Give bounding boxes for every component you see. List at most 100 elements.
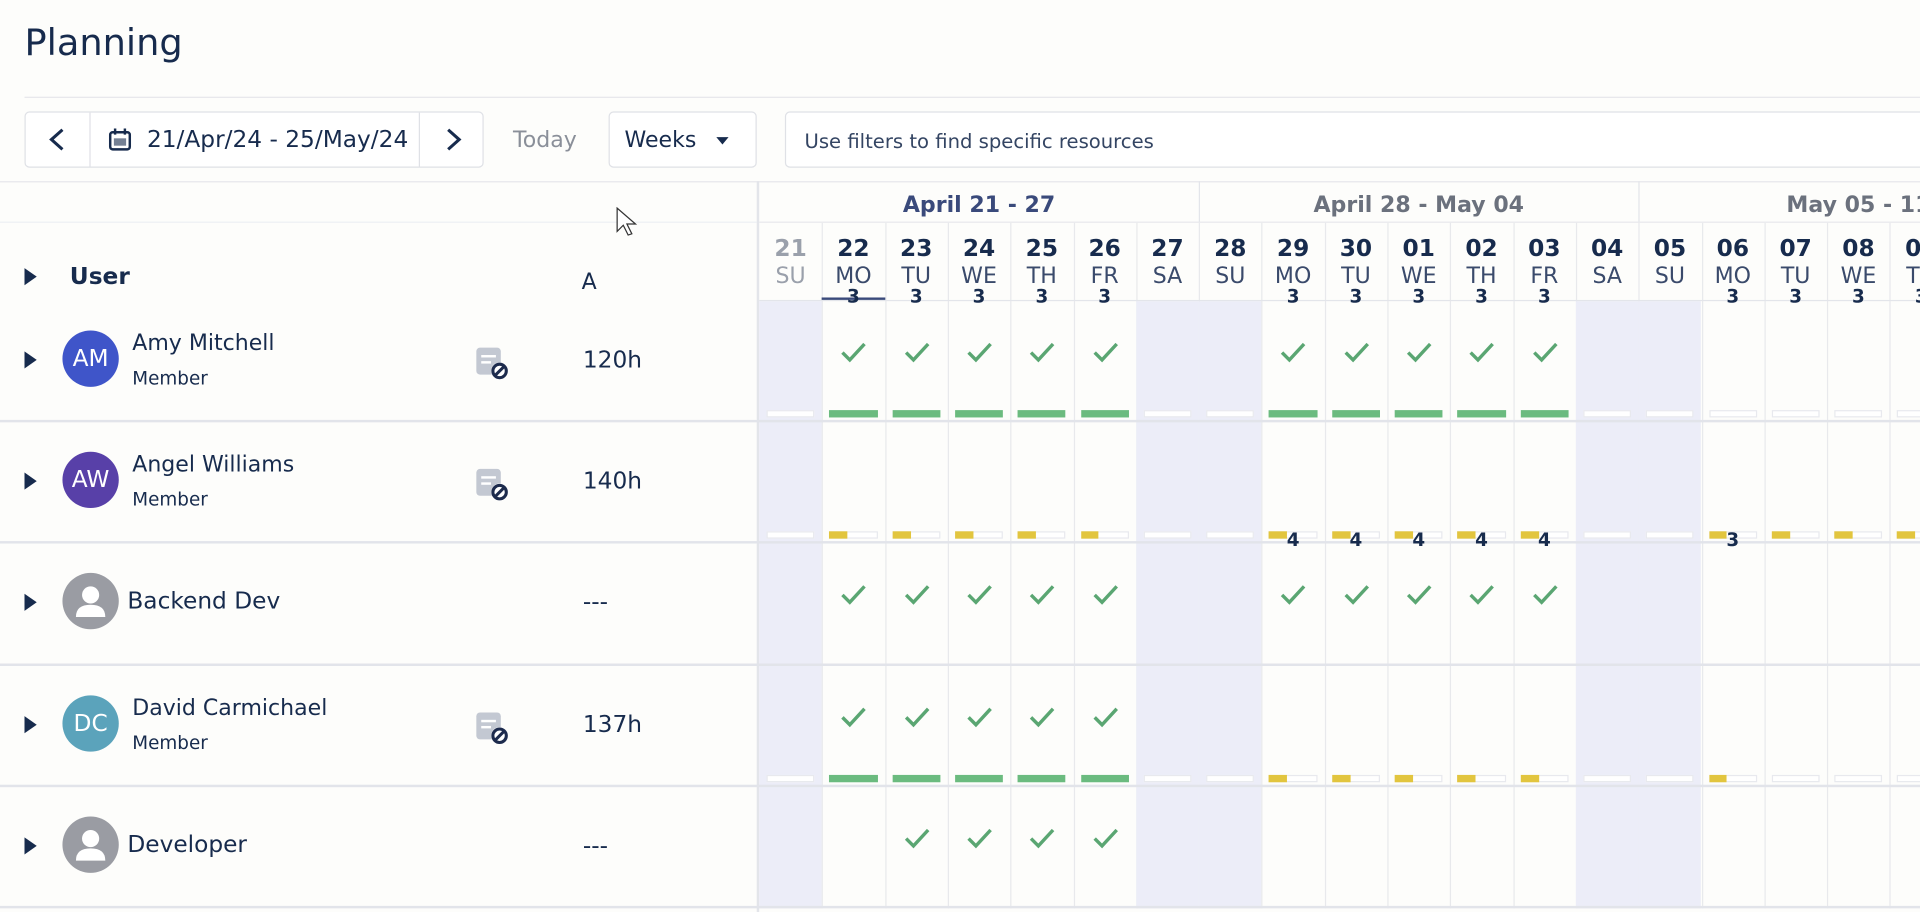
avatar: AM — [62, 330, 119, 387]
row-separator — [0, 784, 1920, 787]
column-line — [1073, 222, 1075, 909]
day-of-week: WE — [1840, 263, 1877, 289]
divider — [0, 221, 757, 223]
check — [966, 706, 993, 733]
expand-all[interactable] — [23, 267, 38, 287]
capacity-bar — [1394, 410, 1443, 418]
divider — [24, 96, 1920, 98]
cursor — [616, 206, 638, 236]
column-line — [1701, 222, 1703, 909]
capacity-fill — [829, 531, 848, 539]
row-toggle[interactable] — [23, 472, 38, 496]
day-of-week: TU — [1341, 263, 1371, 289]
capacity-bar — [1017, 774, 1066, 782]
check — [1029, 342, 1056, 369]
day-of-week: TU — [1780, 263, 1811, 289]
allocated-hours: 3 — [1890, 285, 1920, 307]
date-navigator — [24, 111, 484, 168]
prev-button[interactable] — [26, 112, 91, 167]
capacity-bar — [1206, 531, 1255, 539]
next-button[interactable] — [418, 112, 484, 167]
capacity-bar — [766, 531, 815, 539]
check — [1343, 584, 1370, 611]
allocated-hours: 4 — [1412, 528, 1426, 551]
avatar — [62, 816, 119, 873]
allocated-hours: 3 — [1726, 285, 1740, 308]
day-number: 28 — [1214, 235, 1247, 262]
view-select[interactable]: Weeks — [608, 111, 757, 168]
check — [840, 706, 867, 733]
allocated-hours: 3 — [1537, 285, 1551, 308]
user-role: Member — [132, 488, 208, 511]
row-separator — [0, 905, 1920, 909]
row-toggle[interactable] — [23, 836, 38, 860]
row-toggle[interactable] — [23, 593, 38, 617]
capacity-bar — [1583, 531, 1632, 539]
day-of-week: SU — [1215, 263, 1246, 289]
day-number: 09 — [1905, 235, 1920, 262]
allocated-hours: 4 — [1537, 528, 1551, 551]
allocated-hours: 3 — [1286, 285, 1300, 308]
capacity-fill — [1331, 774, 1351, 782]
today-button[interactable]: Today — [513, 127, 577, 154]
day-number: 24 — [962, 235, 996, 262]
check — [903, 584, 930, 611]
check — [840, 342, 867, 369]
available-hours: 120h — [582, 346, 643, 374]
capacity-fill — [1331, 531, 1351, 539]
day-number: 29 — [1276, 235, 1310, 262]
capacity-bar — [1834, 410, 1883, 418]
capacity-bar — [1645, 531, 1695, 539]
row-toggle[interactable] — [23, 714, 38, 738]
capacity-bar — [766, 774, 815, 782]
day-of-week: TH — [1466, 263, 1497, 289]
capacity-fill — [1520, 774, 1539, 782]
page-title: Planning — [24, 22, 183, 65]
weekend-column — [1575, 301, 1639, 909]
capacity-bar — [954, 774, 1004, 782]
date-range[interactable]: 21/Apr/24 - 25/May/24 — [146, 126, 409, 154]
filter-input[interactable]: Use filters to find specific resources — [784, 111, 1920, 168]
capacity-fill — [1269, 531, 1288, 539]
capacity-fill — [1834, 531, 1853, 539]
allocated-hours: 4 — [1286, 528, 1300, 551]
header-line — [759, 299, 1920, 302]
capacity-fill — [1394, 531, 1413, 539]
user-name: David Carmichael — [132, 694, 328, 721]
capacity-fill — [1457, 774, 1476, 782]
day-number: 06 — [1716, 235, 1750, 262]
allocated-hours: 3 — [1412, 285, 1426, 308]
check — [966, 584, 993, 611]
capacity-fill — [1457, 531, 1476, 539]
capacity-bar — [892, 774, 941, 782]
column-line — [1324, 222, 1326, 909]
capacity-bar — [829, 410, 878, 418]
check — [1531, 342, 1558, 369]
day-of-week: WE — [1400, 263, 1437, 289]
day-of-week: FR — [1090, 263, 1119, 289]
capacity-fill — [1771, 531, 1790, 539]
row-toggle[interactable] — [23, 350, 38, 374]
filter-placeholder: Use filters to find specific resources — [804, 129, 1154, 154]
allocated-hours: 3 — [1035, 285, 1049, 308]
day-number: 07 — [1779, 235, 1812, 262]
capacity-bar — [1457, 410, 1506, 418]
capacity-fill — [1520, 531, 1539, 539]
panel-divider — [756, 181, 760, 912]
capacity-bar — [1143, 774, 1192, 782]
column-line — [821, 222, 824, 909]
capacity-fill — [1017, 531, 1037, 539]
day-of-week: SA — [1592, 263, 1622, 289]
weekend-column — [1638, 301, 1702, 909]
capacity-bar — [954, 410, 1004, 418]
day-number: 01 — [1402, 235, 1435, 262]
allocated-hours: 3 — [1349, 285, 1363, 308]
capacity-bar — [1583, 774, 1632, 782]
check — [1029, 827, 1056, 854]
check — [1092, 706, 1119, 733]
capacity-fill — [1080, 531, 1099, 539]
check — [1343, 342, 1370, 369]
calendar-icon — [108, 127, 132, 156]
capacity-bar — [1143, 531, 1192, 539]
